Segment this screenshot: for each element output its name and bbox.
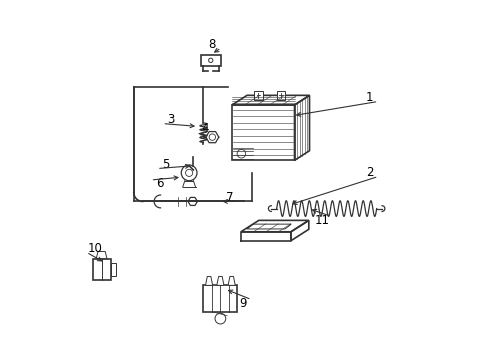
Polygon shape <box>203 285 237 312</box>
Polygon shape <box>96 251 107 258</box>
Text: 10: 10 <box>87 242 102 255</box>
Polygon shape <box>93 258 110 280</box>
Polygon shape <box>216 276 224 285</box>
Polygon shape <box>228 276 235 285</box>
Text: 6: 6 <box>155 177 163 190</box>
Text: 8: 8 <box>208 38 216 51</box>
Text: 4: 4 <box>201 122 208 135</box>
Polygon shape <box>201 55 220 66</box>
Text: 3: 3 <box>167 113 175 126</box>
Text: 1: 1 <box>365 91 372 104</box>
Polygon shape <box>110 263 116 276</box>
Polygon shape <box>205 276 212 285</box>
Polygon shape <box>253 91 262 100</box>
Circle shape <box>215 313 225 324</box>
Text: 2: 2 <box>365 166 372 179</box>
Text: 5: 5 <box>162 158 169 171</box>
Text: 7: 7 <box>226 192 233 204</box>
Polygon shape <box>276 91 285 100</box>
Text: 9: 9 <box>239 297 246 310</box>
Text: 11: 11 <box>314 213 329 226</box>
